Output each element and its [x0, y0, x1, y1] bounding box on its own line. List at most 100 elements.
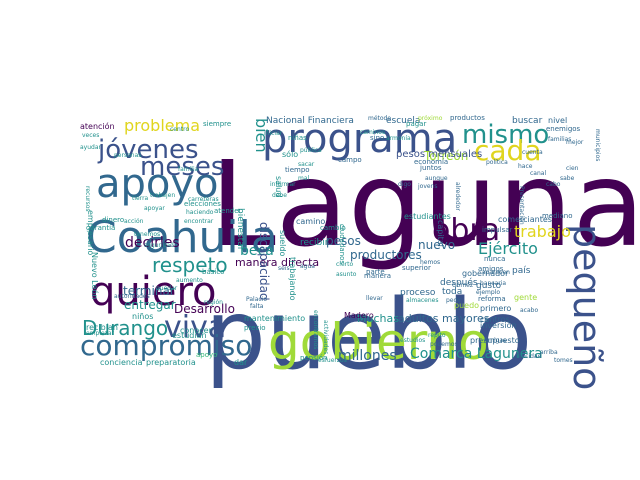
word-felicidad: felicidad [516, 353, 542, 360]
word-cambio: cambio [320, 224, 346, 232]
word-desarrollo: Desarrollo [174, 302, 235, 316]
word-accion: acción [124, 218, 144, 225]
word-debe: debe [272, 192, 287, 199]
word-presupuesto: presupuesto [470, 336, 520, 345]
word-apoyo: apoyo [96, 161, 219, 207]
word-conocer: conocer [180, 326, 213, 335]
word-nuevo-leon: Nuevo León [90, 252, 100, 299]
word-garantia: garantía [86, 224, 115, 232]
word-publica: pública [300, 147, 322, 154]
word-pension: pensión [300, 354, 328, 362]
word-madero: Madero [344, 311, 374, 320]
word-cada: cada [474, 134, 541, 167]
word-hemos: hemos [420, 259, 440, 266]
word-economia: economía [414, 158, 448, 166]
word-gomez: Gómez [452, 282, 473, 289]
word-amigos: amigos [478, 265, 504, 273]
word-programa: programa [262, 116, 457, 162]
word-cabo: cabo [546, 181, 561, 188]
word-pesos-mensuales: pesos mensuales [396, 149, 482, 160]
word-centros: centros [480, 315, 510, 324]
word-esfuerzos: esfuerzos [318, 357, 347, 364]
word-manera: manera [364, 272, 391, 280]
word-comarca-lagunera: Comarca Lagunera [410, 346, 543, 362]
word-ninos: niños [132, 312, 153, 321]
word-juntos: juntos [419, 164, 442, 172]
word-conciencia: conciencia [100, 358, 143, 367]
word-mediano: mediano [542, 212, 573, 220]
word-seis: seis [278, 265, 290, 272]
word-mejor: mejor [566, 139, 584, 146]
word-jovens: jovens [417, 183, 438, 190]
word-asunto: asunto [336, 271, 357, 278]
word-dar: dar [234, 358, 248, 367]
word-manera-directa: manera directa [235, 256, 319, 269]
word-pesos: pesos [326, 234, 361, 248]
word-obra: obra [432, 213, 500, 248]
word-amigas: Amigas [484, 337, 506, 344]
word-pequeno: pequeño [565, 224, 609, 390]
word-preparatoria: preparatoria [146, 358, 196, 367]
word-parte: parte [366, 268, 385, 276]
word-pedir: pedir [446, 297, 462, 304]
word-proceso: proceso [400, 288, 436, 298]
word-falta: falta [250, 303, 264, 310]
word-estudios: estudios [400, 337, 425, 344]
word-elecciones: elecciones [184, 200, 221, 208]
word-quiero: quiero [90, 269, 217, 315]
word-empiezar: empiezar [86, 330, 115, 337]
word-gente: gente [514, 293, 537, 302]
word-buscar: buscar [512, 116, 543, 126]
word-digo: digo [398, 181, 411, 188]
word-basico: básico [202, 268, 224, 276]
word-actividades: actividades [322, 320, 329, 354]
word-decirles: decirles [125, 235, 180, 251]
word-trabajando: trabajando [288, 257, 297, 301]
word-proximo: próximo [418, 115, 443, 122]
word-apoyo2: apoyo [196, 351, 217, 359]
word-recursos: recursos [84, 186, 91, 212]
word-seguridad: seguridad [144, 242, 174, 249]
word-carreteras: carreteras [188, 196, 219, 203]
word-cien: cien [566, 165, 579, 172]
word-bienestar: bienestar [235, 208, 245, 251]
word-productos: productos [450, 114, 485, 122]
word-informar: informar [270, 181, 296, 188]
word-iniciar: iniciar [264, 130, 283, 137]
word-arriba: arriba [540, 349, 558, 356]
word-solo: sólo [282, 149, 298, 159]
word-reforma: reforma [478, 295, 506, 303]
word-familia: familia [178, 166, 199, 173]
word-recibir: recibir [300, 238, 329, 248]
word-nivel: nivel [548, 116, 567, 125]
word-mal: mal [298, 175, 310, 182]
word-laguna: Laguna [210, 135, 640, 273]
word-nunca: nunca [484, 255, 505, 263]
word-ciudadanos: ciudadanos [338, 224, 346, 264]
word-precio: precio [244, 324, 266, 332]
word-pagar: pagar [406, 120, 426, 128]
word-capital: capital [436, 220, 445, 247]
word-respeto: respeto [152, 253, 228, 277]
word-llevar: llevar [366, 295, 383, 302]
word-trabajo: trabajo [514, 222, 571, 241]
word-alrededor: alrededor [454, 182, 461, 211]
word-mismo: mismo [462, 120, 549, 150]
word-entregar: entregar [124, 298, 176, 312]
word-ayudar: ayudar [80, 144, 102, 151]
word-aunque: aunque [425, 175, 448, 182]
word-ejemplo: ejemplo [476, 289, 500, 296]
word-recibian: recibían [86, 323, 118, 332]
word-nacional-financiera: Nacional Financiera [266, 116, 354, 126]
word-gusto: gusto [476, 281, 502, 291]
word-tiempo: tiempo [285, 166, 310, 174]
word-camino: camino [296, 217, 325, 226]
word-coahuila: Coahuila [86, 212, 278, 263]
word-compromiso: compromiso [80, 329, 252, 362]
word-aparecen: aparecen [482, 269, 510, 276]
word-pueblo: pueblo [205, 279, 532, 391]
word-personas: personas [114, 152, 141, 159]
word-dinero: dinero [102, 216, 124, 224]
word-inversion: inversión [480, 320, 517, 330]
word-escuela: escuela [386, 116, 420, 126]
